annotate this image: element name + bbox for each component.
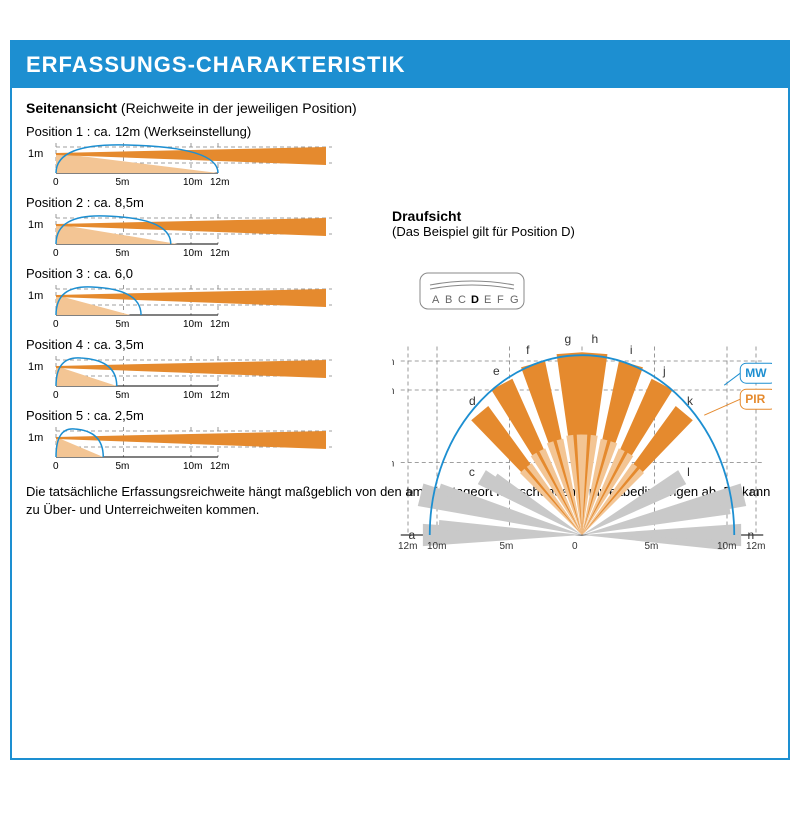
top-heading: Draufsicht	[392, 208, 461, 224]
svg-text:1m: 1m	[28, 432, 43, 444]
svg-text:F: F	[497, 294, 504, 306]
svg-text:l: l	[687, 465, 690, 479]
svg-text:MW: MW	[745, 366, 767, 380]
svg-text:g: g	[565, 332, 572, 346]
top-view-svg-holder: ABCDEFGabclmndefghijkMWPIR12m10m5m05m10m…	[392, 245, 772, 570]
svg-text:b: b	[407, 485, 414, 499]
svg-text:h: h	[591, 332, 598, 346]
svg-text:12m: 12m	[210, 248, 229, 258]
side-heading-bold: Seitenansicht	[26, 100, 117, 116]
side-view-chart: 1m 0 5m 10m 12m	[26, 354, 336, 400]
svg-text:5m: 5m	[116, 461, 130, 471]
top-view-chart: ABCDEFGabclmndefghijkMWPIR12m10m5m05m10m…	[392, 245, 772, 565]
side-view-chart: 1m 0 5m 10m 12m	[26, 425, 336, 471]
svg-text:G: G	[510, 294, 519, 306]
svg-text:e: e	[493, 364, 500, 378]
content: Seitenansicht (Reichweite in der jeweili…	[12, 88, 788, 530]
panel: ERFASSUNGS-CHARAKTERISTIK Seitenansicht …	[10, 40, 790, 760]
svg-text:1m: 1m	[28, 361, 43, 373]
svg-text:0: 0	[53, 248, 59, 258]
svg-text:10m: 10m	[183, 248, 202, 258]
position-label: Position 4 : ca. 3,5m	[26, 337, 356, 352]
svg-text:a: a	[409, 528, 416, 542]
side-heading-rest: (Reichweite in der jeweiligen Position)	[117, 100, 357, 116]
svg-text:10m: 10m	[427, 541, 446, 552]
svg-text:i: i	[630, 343, 633, 357]
svg-text:12m: 12m	[392, 357, 394, 368]
position-label: Position 3 : ca. 6,0	[26, 266, 356, 281]
svg-text:n: n	[748, 528, 755, 542]
position-label: Position 5 : ca. 2,5m	[26, 408, 356, 423]
svg-text:PIR: PIR	[745, 392, 765, 406]
svg-text:j: j	[662, 364, 666, 378]
svg-text:12m: 12m	[210, 390, 229, 400]
svg-text:12m: 12m	[210, 319, 229, 329]
side-heading: Seitenansicht (Reichweite in der jeweili…	[26, 100, 774, 116]
svg-text:12m: 12m	[210, 177, 229, 187]
svg-text:D: D	[471, 294, 479, 306]
svg-text:m: m	[749, 485, 759, 499]
svg-text:1m: 1m	[28, 290, 43, 302]
svg-text:5m: 5m	[500, 541, 514, 552]
svg-text:10m: 10m	[183, 390, 202, 400]
svg-text:10m: 10m	[183, 461, 202, 471]
position-label: Position 2 : ca. 8,5m	[26, 195, 356, 210]
side-view-chart: 1m 0 5m 10m 12m	[26, 212, 336, 258]
svg-text:c: c	[469, 465, 475, 479]
title-bar: ERFASSUNGS-CHARAKTERISTIK	[12, 42, 788, 88]
svg-text:E: E	[484, 294, 491, 306]
svg-text:5m: 5m	[645, 541, 659, 552]
svg-text:10m: 10m	[392, 386, 394, 397]
svg-text:10m: 10m	[183, 177, 202, 187]
svg-text:5m: 5m	[116, 390, 130, 400]
svg-text:A: A	[432, 294, 440, 306]
svg-text:5m: 5m	[116, 248, 130, 258]
svg-text:12m: 12m	[210, 461, 229, 471]
svg-text:10m: 10m	[717, 541, 736, 552]
position-label: Position 1 : ca. 12m (Werkseinstellung)	[26, 124, 356, 139]
svg-text:0: 0	[572, 541, 578, 552]
svg-text:1m: 1m	[28, 219, 43, 231]
svg-text:12m: 12m	[746, 541, 765, 552]
svg-text:0: 0	[53, 461, 59, 471]
title-text: ERFASSUNGS-CHARAKTERISTIK	[26, 52, 405, 77]
svg-text:10m: 10m	[183, 319, 202, 329]
svg-text:f: f	[526, 343, 530, 357]
svg-text:5m: 5m	[116, 177, 130, 187]
svg-text:12m: 12m	[398, 541, 417, 552]
side-view-list: Position 1 : ca. 12m (Werkseinstellung) 1…	[26, 124, 356, 471]
side-view-chart: 1m 0 5m 10m 12m	[26, 283, 336, 329]
svg-text:0: 0	[53, 177, 59, 187]
svg-text:B: B	[445, 294, 452, 306]
svg-text:5m: 5m	[116, 319, 130, 329]
top-heading-sub: (Das Beispiel gilt für Position D)	[392, 224, 772, 239]
svg-text:0: 0	[53, 390, 59, 400]
svg-text:5m: 5m	[392, 459, 394, 470]
top-view-panel: Draufsicht (Das Beispiel gilt für Positi…	[392, 208, 772, 570]
svg-text:0: 0	[53, 319, 59, 329]
svg-text:1m: 1m	[28, 148, 43, 160]
svg-text:C: C	[458, 294, 466, 306]
side-view-chart: 1m 0 5m 10m 12m	[26, 141, 336, 187]
